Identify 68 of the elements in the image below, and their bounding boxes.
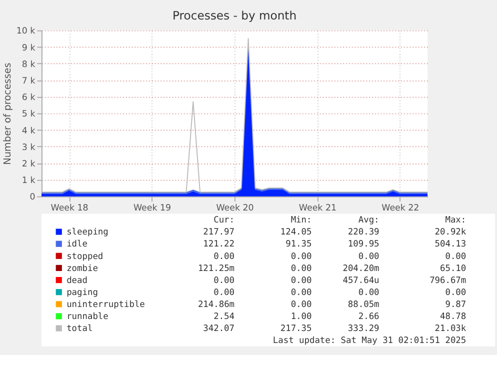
text: 88.05m <box>348 300 380 310</box>
text: 48.78 <box>440 312 466 322</box>
text: 0.00 <box>290 252 312 262</box>
x-tick-label: Week 19 <box>133 203 172 214</box>
y-axis-title: Number of processes <box>2 62 14 165</box>
x-tick-label: Week 21 <box>298 203 336 214</box>
text: 0.00 <box>290 264 312 274</box>
y-tick-label: 5 k <box>22 110 36 120</box>
legend-label: runnable <box>66 312 108 322</box>
text: 109.95 <box>348 240 380 250</box>
y-tick-label: 10 k <box>16 26 36 37</box>
text: 2.66 <box>358 312 380 322</box>
text: 124.05 <box>280 228 312 238</box>
text: 504.13 <box>434 240 466 250</box>
text: Cur: <box>214 216 235 226</box>
text: 65.10 <box>440 264 466 274</box>
legend-label: uninterruptible <box>66 300 145 310</box>
legend-label: stopped <box>66 252 104 262</box>
text: 457.64u <box>342 276 380 286</box>
text: 20.92k <box>434 228 467 238</box>
text: 220.39 <box>348 228 380 238</box>
text: 91.35 <box>286 240 312 250</box>
text: 2.54 <box>214 312 235 322</box>
text: 0.00 <box>290 300 312 310</box>
legend-label: idle <box>66 240 88 250</box>
legend-label: total <box>66 324 93 334</box>
y-tick-label: 1 k <box>22 176 36 186</box>
text: 796.67m <box>430 276 466 286</box>
text: 342.07 <box>203 324 235 334</box>
text: 0.00 <box>214 276 235 286</box>
legend-label: sleeping <box>66 228 108 238</box>
x-tick-label: Week 18 <box>50 203 88 214</box>
text: 0.00 <box>290 276 312 286</box>
chart-title: Processes - by month <box>172 8 297 23</box>
text: 217.35 <box>280 324 312 334</box>
text: 1.00 <box>290 312 312 322</box>
text: 0.00 <box>214 252 235 262</box>
text: 121.25m <box>198 264 235 274</box>
y-tick-label: 3 k <box>22 142 36 153</box>
text: 21.03k <box>434 324 467 334</box>
legend-label: dead <box>66 276 88 286</box>
text: Max: <box>445 216 466 226</box>
text: 333.29 <box>348 324 380 334</box>
text: 214.86m <box>198 300 235 310</box>
y-tick-label: 6 k <box>22 93 36 104</box>
legend-label: zombie <box>66 264 98 274</box>
text: 121.22 <box>203 240 235 250</box>
text: 0.00 <box>358 252 380 262</box>
x-tick-label: Week 22 <box>382 203 420 214</box>
text: Last update: Sat May 31 02:01:51 2025 <box>272 336 466 346</box>
y-tick-label: 4 k <box>22 126 36 136</box>
text: 217.97 <box>203 228 235 238</box>
text: 9.87 <box>445 300 466 310</box>
text: 204.20m <box>342 264 380 274</box>
x-tick-label: Week 20 <box>216 203 254 214</box>
y-tick-label: 2 k <box>22 160 36 170</box>
text: 0.00 <box>358 288 380 298</box>
text: 0.00 <box>445 288 466 298</box>
legend-label: paging <box>66 288 98 298</box>
y-tick-label: 7 k <box>22 76 36 87</box>
y-tick-label: 9 k <box>22 43 36 54</box>
text: 0.00 <box>445 252 466 262</box>
y-tick-label: 0 <box>30 192 36 203</box>
text: Avg: <box>358 216 380 226</box>
text: 0.00 <box>214 288 235 298</box>
text: Min: <box>290 216 312 226</box>
y-tick-label: 8 k <box>22 60 36 70</box>
text: 0.00 <box>290 288 312 298</box>
